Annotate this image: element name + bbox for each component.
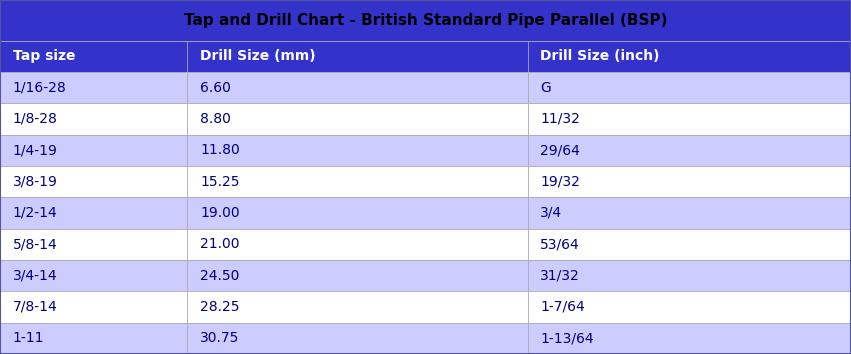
FancyBboxPatch shape <box>0 197 187 229</box>
Text: 1/16-28: 1/16-28 <box>13 81 66 95</box>
Text: 30.75: 30.75 <box>200 331 239 345</box>
FancyBboxPatch shape <box>0 322 187 354</box>
FancyBboxPatch shape <box>187 72 528 103</box>
FancyBboxPatch shape <box>0 260 187 291</box>
Text: 24.50: 24.50 <box>200 269 239 282</box>
FancyBboxPatch shape <box>528 291 851 322</box>
FancyBboxPatch shape <box>528 260 851 291</box>
Text: 3/8-19: 3/8-19 <box>13 175 58 189</box>
FancyBboxPatch shape <box>528 322 851 354</box>
Text: 8.80: 8.80 <box>200 112 231 126</box>
FancyBboxPatch shape <box>528 197 851 229</box>
Text: 3/4: 3/4 <box>540 206 563 220</box>
Text: 3/4-14: 3/4-14 <box>13 269 57 282</box>
Text: 29/64: 29/64 <box>540 143 580 157</box>
FancyBboxPatch shape <box>0 41 187 72</box>
Text: 19.00: 19.00 <box>200 206 240 220</box>
Text: Tap size: Tap size <box>13 49 75 63</box>
FancyBboxPatch shape <box>187 260 528 291</box>
Text: 53/64: 53/64 <box>540 237 580 251</box>
Text: Tap and Drill Chart - British Standard Pipe Parallel (BSP): Tap and Drill Chart - British Standard P… <box>184 13 667 28</box>
FancyBboxPatch shape <box>528 72 851 103</box>
Text: Drill Size (inch): Drill Size (inch) <box>540 49 660 63</box>
FancyBboxPatch shape <box>0 166 187 197</box>
FancyBboxPatch shape <box>528 229 851 260</box>
FancyBboxPatch shape <box>187 291 528 322</box>
FancyBboxPatch shape <box>0 0 851 41</box>
Text: 1-7/64: 1-7/64 <box>540 300 585 314</box>
FancyBboxPatch shape <box>528 41 851 72</box>
Text: 6.60: 6.60 <box>200 81 231 95</box>
Text: 15.25: 15.25 <box>200 175 239 189</box>
FancyBboxPatch shape <box>187 135 528 166</box>
FancyBboxPatch shape <box>187 197 528 229</box>
Text: 1/4-19: 1/4-19 <box>13 143 58 157</box>
Text: 31/32: 31/32 <box>540 269 580 282</box>
Text: 28.25: 28.25 <box>200 300 239 314</box>
FancyBboxPatch shape <box>528 103 851 135</box>
Text: 1-11: 1-11 <box>13 331 44 345</box>
FancyBboxPatch shape <box>0 72 187 103</box>
FancyBboxPatch shape <box>0 291 187 322</box>
FancyBboxPatch shape <box>187 322 528 354</box>
FancyBboxPatch shape <box>0 229 187 260</box>
Text: 5/8-14: 5/8-14 <box>13 237 58 251</box>
FancyBboxPatch shape <box>187 103 528 135</box>
FancyBboxPatch shape <box>528 135 851 166</box>
FancyBboxPatch shape <box>528 166 851 197</box>
Text: G: G <box>540 81 551 95</box>
FancyBboxPatch shape <box>187 41 528 72</box>
FancyBboxPatch shape <box>0 135 187 166</box>
Text: 11/32: 11/32 <box>540 112 580 126</box>
Text: 21.00: 21.00 <box>200 237 239 251</box>
FancyBboxPatch shape <box>187 166 528 197</box>
FancyBboxPatch shape <box>0 103 187 135</box>
Text: 11.80: 11.80 <box>200 143 240 157</box>
Text: Drill Size (mm): Drill Size (mm) <box>200 49 316 63</box>
Text: 7/8-14: 7/8-14 <box>13 300 58 314</box>
Text: 1-13/64: 1-13/64 <box>540 331 594 345</box>
FancyBboxPatch shape <box>187 229 528 260</box>
Text: 1/2-14: 1/2-14 <box>13 206 58 220</box>
Text: 1/8-28: 1/8-28 <box>13 112 58 126</box>
Text: 19/32: 19/32 <box>540 175 580 189</box>
